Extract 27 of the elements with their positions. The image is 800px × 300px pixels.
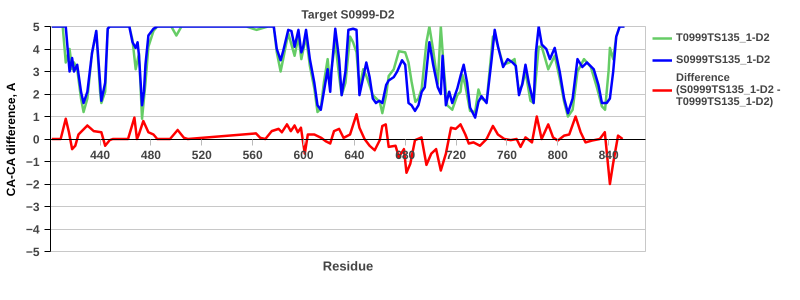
legend-label: T0999TS135_1-D2 [676,32,770,44]
y-tick-label: −5 [26,245,40,259]
legend-label: S0999TS135_1-D2 [676,54,770,66]
line-series [50,113,624,186]
y-tick-label: −4 [26,222,40,236]
y-tick-label: 4 [32,42,40,56]
x-tick-label: 560 [242,148,263,162]
y-tick-label: −1 [26,155,40,169]
y-tick-label: 2 [32,88,40,102]
y-tick-label: −2 [26,178,40,192]
legend-label: Difference (S0999TS135_1-D2 - T0999TS135_1-D2) [676,72,781,108]
x-tick-label: 480 [140,148,162,162]
chart-title: Target S0999-D2 [301,8,395,22]
x-tick-label: 640 [344,148,365,162]
y-tick-label: 0 [32,132,40,146]
x-tick-label: 760 [496,148,518,162]
y-axis-title: CA-CA difference, A [4,82,18,196]
y-tick-label: 5 [32,20,40,34]
x-tick-label: 600 [293,148,314,162]
x-tick-label: 440 [90,148,110,162]
x-axis-title: Residue [322,258,374,274]
y-tick-label: 1 [32,110,40,124]
y-tick-label: −3 [26,200,40,214]
x-tick-label: 800 [548,148,568,162]
x-tick-label: 720 [446,148,466,162]
x-tick-label: 520 [192,148,212,162]
y-tick-label: 3 [32,65,40,79]
